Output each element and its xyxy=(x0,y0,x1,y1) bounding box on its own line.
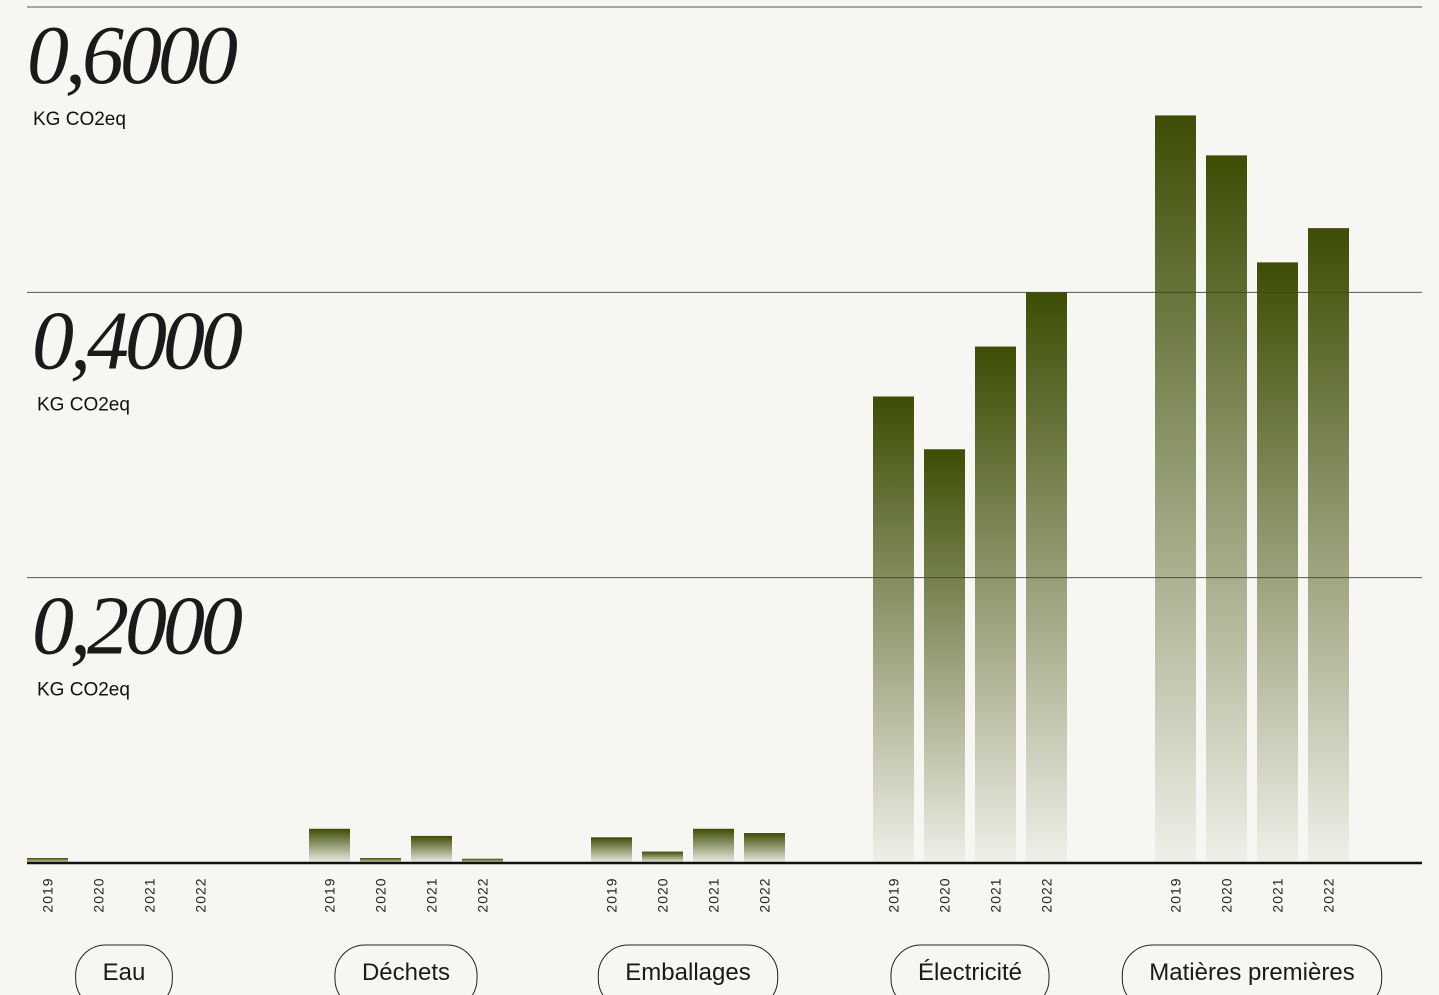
x-tick-label: 2019 xyxy=(322,877,338,912)
category-button[interactable]: Matières premières xyxy=(1121,944,1383,995)
y-tick-label: 0,4000 xyxy=(32,294,242,387)
bar xyxy=(1206,155,1247,863)
y-unit-label: KG CO2eq xyxy=(37,680,130,701)
x-tick-label: 2021 xyxy=(988,877,1004,912)
bar xyxy=(873,396,914,863)
bar xyxy=(360,858,401,863)
category-pill[interactable] xyxy=(334,944,478,995)
bar xyxy=(975,346,1016,864)
bar xyxy=(591,837,632,863)
x-tick-label: 2022 xyxy=(475,877,491,912)
x-tick-label: 2022 xyxy=(757,877,773,912)
category-button[interactable]: Électricité xyxy=(890,944,1050,995)
x-tick-label: 2019 xyxy=(604,877,620,912)
x-tick-label: 2019 xyxy=(1168,877,1184,912)
bar xyxy=(1155,115,1196,864)
x-tick-label: 2019 xyxy=(886,877,902,912)
bar xyxy=(27,858,68,863)
x-tick-label: 2020 xyxy=(91,877,107,912)
category-label[interactable]: Matières premières xyxy=(1149,959,1354,986)
bar xyxy=(924,449,965,863)
y-unit-label: KG CO2eq xyxy=(33,109,126,130)
category-pill[interactable] xyxy=(1121,944,1383,995)
x-tick-label: 2022 xyxy=(1039,877,1055,912)
y-tick-label: 0,6000 xyxy=(27,9,237,102)
x-tick-label: 2021 xyxy=(1270,877,1286,912)
bar xyxy=(411,835,452,863)
category-button[interactable]: Eau xyxy=(75,944,173,995)
y-unit-label: KG CO2eq xyxy=(37,394,130,415)
x-tick-label: 2020 xyxy=(1219,877,1235,912)
x-tick-label: 2021 xyxy=(142,877,158,912)
x-tick-label: 2021 xyxy=(706,877,722,912)
category-pill[interactable] xyxy=(890,944,1050,995)
category-pill[interactable] xyxy=(597,944,779,995)
y-tick-label: 0,2000 xyxy=(32,580,242,673)
category-button[interactable]: Emballages xyxy=(597,944,779,995)
bar xyxy=(693,828,734,863)
x-tick-label: 2020 xyxy=(373,877,389,912)
x-tick-label: 2020 xyxy=(937,877,953,912)
bar xyxy=(1257,262,1298,864)
bar xyxy=(1026,292,1067,863)
bar xyxy=(1308,228,1349,864)
category-pill[interactable] xyxy=(75,944,173,995)
bar xyxy=(642,851,683,863)
x-tick-label: 2022 xyxy=(193,877,209,912)
x-tick-label: 2019 xyxy=(40,877,56,912)
bar xyxy=(309,828,350,863)
x-tick-label: 2022 xyxy=(1321,877,1337,912)
category-label[interactable]: Électricité xyxy=(918,959,1022,986)
bar xyxy=(744,833,785,863)
category-button[interactable]: Déchets xyxy=(334,944,478,995)
x-tick-label: 2021 xyxy=(424,877,440,912)
category-label[interactable]: Emballages xyxy=(625,959,750,986)
x-tick-label: 2020 xyxy=(655,877,671,912)
category-label[interactable]: Déchets xyxy=(362,959,450,986)
bar xyxy=(462,858,503,863)
category-label[interactable]: Eau xyxy=(103,959,146,986)
